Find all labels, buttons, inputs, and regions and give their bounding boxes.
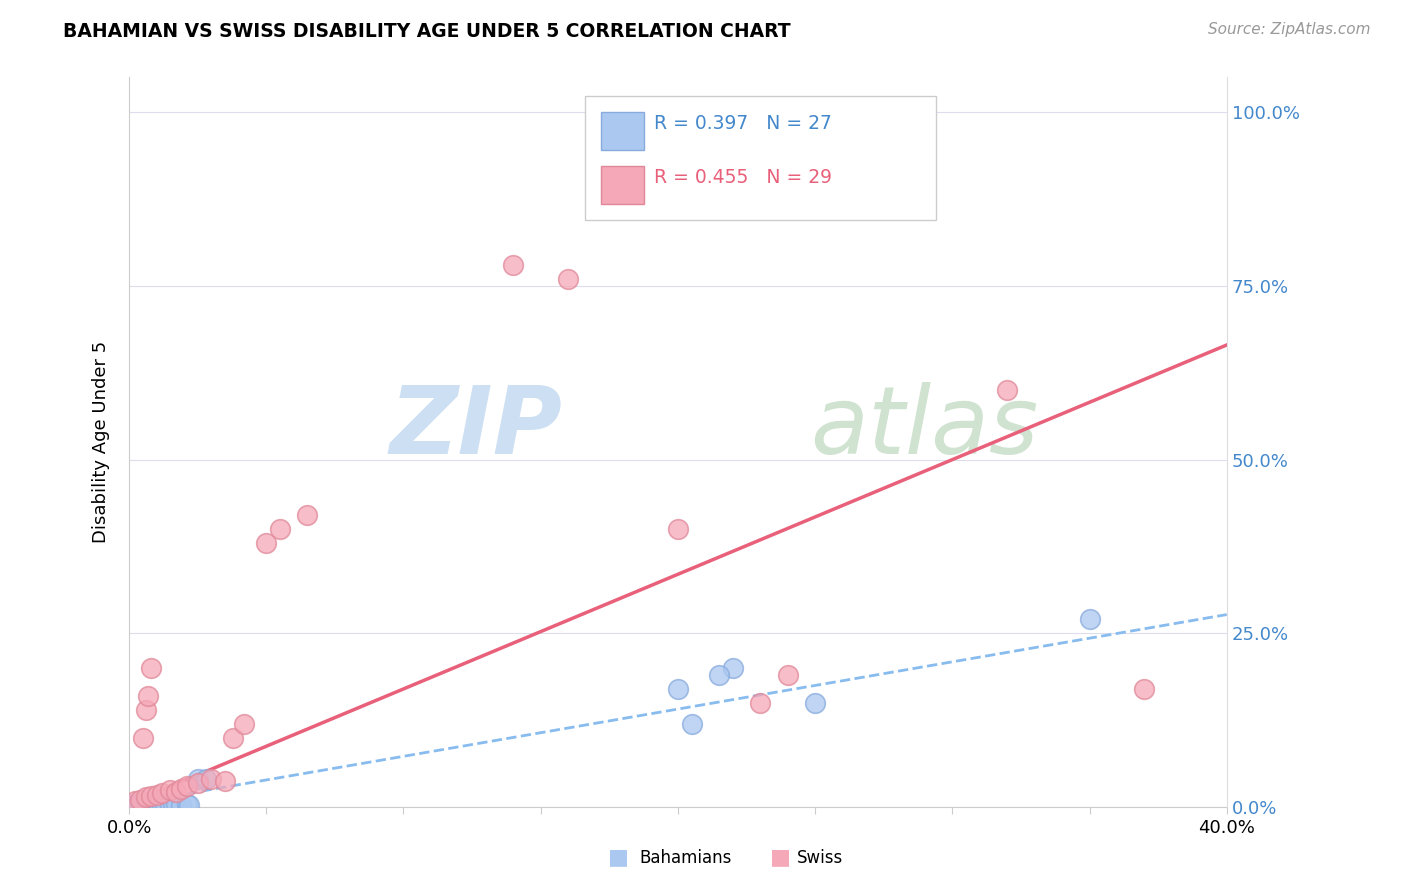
Point [233, 716, 256, 731]
Point [145, 788, 167, 802]
Point [187, 772, 209, 787]
Point [170, 797, 193, 812]
Point [214, 773, 236, 788]
Point [129, 793, 152, 807]
Point [666, 522, 689, 536]
Point [165, 785, 187, 799]
Point [995, 383, 1018, 397]
Text: ■: ■ [770, 847, 790, 867]
Point [150, 797, 173, 811]
Point [162, 797, 184, 811]
Point [135, 797, 157, 812]
Text: Source: ZipAtlas.com: Source: ZipAtlas.com [1208, 22, 1371, 37]
Text: Swiss: Swiss [797, 849, 844, 867]
Point [145, 797, 167, 811]
Point [187, 776, 209, 790]
Point [1133, 681, 1156, 696]
Point [254, 536, 277, 550]
Point [121, 797, 143, 812]
FancyBboxPatch shape [602, 112, 644, 151]
Point [666, 681, 689, 696]
Text: ■: ■ [609, 847, 628, 867]
Point [557, 272, 579, 286]
Y-axis label: Disability Age Under 5: Disability Age Under 5 [93, 341, 110, 543]
Point [132, 731, 155, 745]
Point [502, 258, 524, 272]
Point [135, 790, 157, 805]
Point [129, 797, 152, 811]
Point [136, 689, 159, 703]
Text: atlas: atlas [810, 382, 1038, 473]
Text: ZIP: ZIP [389, 382, 562, 474]
Point [749, 696, 772, 710]
Point [159, 782, 181, 797]
Point [176, 779, 198, 793]
Text: R = 0.455   N = 29: R = 0.455 N = 29 [654, 169, 832, 187]
Point [776, 668, 799, 682]
Point [179, 797, 201, 812]
Point [135, 703, 157, 717]
Point [132, 797, 155, 812]
Point [707, 668, 730, 682]
Point [176, 797, 198, 812]
Point [170, 782, 193, 797]
Point [150, 786, 173, 800]
Point [804, 696, 827, 710]
Point [269, 522, 291, 536]
Point [139, 661, 162, 675]
Point [139, 789, 162, 803]
Point [127, 797, 149, 812]
Point [142, 797, 165, 812]
Text: BAHAMIAN VS SWISS DISABILITY AGE UNDER 5 CORRELATION CHART: BAHAMIAN VS SWISS DISABILITY AGE UNDER 5… [63, 22, 792, 41]
Text: Bahamians: Bahamians [640, 849, 733, 867]
Point [159, 797, 181, 812]
Point [124, 797, 146, 812]
Point [124, 795, 146, 809]
Point [136, 797, 159, 811]
Point [194, 772, 217, 787]
Point [222, 731, 245, 745]
FancyBboxPatch shape [602, 167, 644, 204]
Point [139, 797, 162, 812]
Point [1078, 612, 1101, 626]
Point [297, 508, 319, 523]
Point [721, 661, 744, 675]
Point [165, 797, 187, 812]
FancyBboxPatch shape [585, 95, 936, 219]
Point [148, 797, 170, 812]
Text: R = 0.397   N = 27: R = 0.397 N = 27 [654, 113, 831, 133]
Point [153, 797, 176, 812]
Point [200, 772, 222, 787]
Point [681, 716, 703, 731]
